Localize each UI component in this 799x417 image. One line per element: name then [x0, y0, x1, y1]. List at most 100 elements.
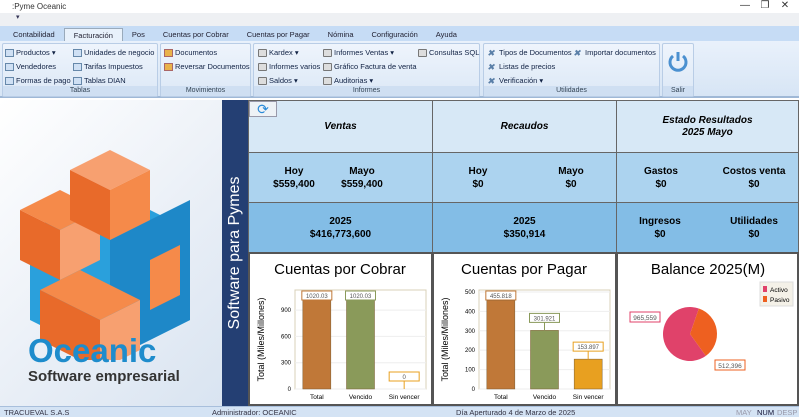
x-tick-label: Vencido: [533, 394, 557, 401]
legend-swatch: [763, 296, 767, 302]
vendedores-button[interactable]: Vendedores: [5, 62, 56, 71]
status-scroll: DESP: [777, 408, 798, 417]
tab-cuentas-por-cobrar[interactable]: Cuentas por Cobrar: [162, 30, 229, 39]
formas-de-pago-button[interactable]: Formas de pago: [5, 76, 71, 85]
unidades-de-negocio-button[interactable]: Unidades de negocio: [73, 48, 154, 57]
refresh-button[interactable]: ⟳: [249, 101, 277, 117]
y-tick-label: 0: [472, 387, 476, 393]
label: Auditorias ▾: [334, 76, 374, 85]
tools-icon: ✖: [573, 47, 581, 58]
label: Unidades de negocio: [84, 48, 155, 57]
ventas-anual: [248, 202, 433, 253]
quick-access-toolbar[interactable]: ▾: [0, 13, 799, 26]
close-button[interactable]: ✕: [780, 0, 790, 11]
ventas-year: 2025 $416,773,600: [248, 215, 433, 241]
label: Gastos: [644, 166, 678, 177]
grafico-factura-button[interactable]: Gráfico Factura de venta: [323, 62, 417, 71]
data-label-box: [485, 290, 517, 301]
ribbon-tabs: Contabilidad Facturación Pos Cuentas por…: [0, 26, 799, 41]
group-label: Utilidades: [484, 86, 659, 96]
refresh-icon: ⟳: [257, 100, 269, 117]
tab-facturacion[interactable]: Facturación: [63, 28, 123, 41]
status-caps: MAY: [736, 408, 752, 417]
window-title: :Pyme Oceanic: [12, 2, 67, 11]
label: Tarifas Impuestos: [84, 62, 143, 71]
label: Utilidades: [730, 216, 778, 227]
quick-access-dropdown[interactable]: ▾: [16, 14, 20, 21]
group-utilidades: ✖ Tipos de Documentos ✖ Importar documento…: [483, 43, 660, 97]
status-user: Administrador: OCEANIC: [212, 408, 297, 417]
label: Mayo: [349, 166, 375, 177]
auditorias-button[interactable]: Auditorias ▾: [323, 76, 373, 85]
power-icon[interactable]: [666, 49, 690, 73]
informes-varios-button[interactable]: Informes varios: [258, 62, 320, 71]
tablas-dian-button[interactable]: Tablas DIAN: [73, 76, 126, 85]
group-label: Movimientos: [161, 86, 250, 96]
tab-configuracion[interactable]: Configuración: [371, 30, 418, 39]
tarifas-impuestos-button[interactable]: Tarifas Impuestos: [73, 62, 143, 71]
value: $559,400: [341, 179, 383, 190]
table-icon: [5, 48, 14, 57]
label: Consultas SQL: [429, 48, 480, 57]
data-label: 512,396: [718, 363, 742, 370]
logo-name: Oceanic: [28, 332, 157, 369]
data-label: 455.818: [490, 294, 512, 300]
table-icon: [73, 62, 82, 71]
tools-icon: ✖: [487, 61, 495, 72]
ventas-mes: Mayo $559,400: [330, 165, 394, 191]
bar: [302, 299, 332, 390]
y-tick-label: 0: [288, 387, 292, 393]
group-label: Salir: [663, 86, 693, 96]
chart-title: Balance 2025(M): [651, 261, 765, 278]
data-label-box: [572, 341, 604, 352]
tab-pos[interactable]: Pos: [131, 30, 145, 39]
recaudos-hoy: Hoy $0: [458, 165, 498, 191]
tab-ayuda[interactable]: Ayuda: [435, 30, 457, 39]
logo-panel: Oceanic Software empresarial: [0, 100, 222, 406]
estado-costos: Costos venta $0: [718, 165, 790, 191]
kardex-button[interactable]: Kardex ▾: [258, 48, 299, 57]
estado-header: Estado Resultados 2025 Mayo: [616, 100, 799, 153]
tab-cuentas-por-pagar[interactable]: Cuentas por Pagar: [246, 30, 310, 39]
productos-button[interactable]: Productos ▾: [5, 48, 56, 57]
logo-tagline: Software empresarial: [28, 368, 180, 385]
printer-icon: [258, 76, 267, 85]
chart-title: Cuentas por Pagar: [461, 261, 587, 278]
maximize-button[interactable]: ❐: [760, 0, 770, 11]
label: Hoy: [284, 166, 304, 177]
printer-icon: [323, 76, 332, 85]
printer-icon: [323, 62, 332, 71]
data-label-box: [529, 312, 560, 323]
x-tick-label: Total: [494, 394, 508, 401]
estado-title: Estado Resultados: [662, 114, 753, 126]
bar: [346, 299, 375, 390]
value: $0: [748, 179, 760, 190]
verificacion-button[interactable]: ✖ Verificación ▾: [487, 76, 543, 85]
label: Documentos: [175, 48, 218, 57]
table-icon: [5, 76, 14, 85]
estado-ingresos-utilidades: [616, 202, 799, 253]
minimize-button[interactable]: —: [740, 0, 750, 11]
listas-de-precios-button[interactable]: ✖ Listas de precios: [487, 62, 555, 71]
status-company: TRACUEVAL S.A.S: [4, 408, 70, 417]
documentos-button[interactable]: Documentos: [164, 48, 217, 57]
data-label: 301.921: [534, 316, 556, 322]
label: 2025: [329, 216, 352, 227]
label: 2025: [513, 216, 536, 227]
ventas-periodo: [248, 152, 433, 203]
saldos-button[interactable]: Saldos ▾: [258, 76, 298, 85]
x-tick-label: Sin vencer: [389, 394, 421, 401]
group-salir[interactable]: Salir: [662, 43, 694, 97]
x-tick-label: Vencido: [349, 394, 373, 401]
data-label-box: [629, 311, 661, 323]
ventas-hoy: Hoy $559,400: [264, 165, 324, 191]
importar-documentos-button[interactable]: ✖ Importar documentos: [573, 48, 656, 57]
tab-nomina[interactable]: Nómina: [327, 30, 354, 39]
tipos-de-documentos-button[interactable]: ✖ Tipos de Documentos: [487, 48, 572, 57]
reversar-documentos-button[interactable]: Reversar Documentos: [164, 62, 250, 71]
title-bar: :Pyme Oceanic — ❐ ✕: [0, 0, 799, 13]
informes-ventas-button[interactable]: Informes Ventas ▾: [323, 48, 394, 57]
table-icon: [73, 76, 82, 85]
tab-contabilidad[interactable]: Contabilidad: [13, 30, 55, 39]
consultas-sql-button[interactable]: Consultas SQL: [418, 48, 479, 57]
